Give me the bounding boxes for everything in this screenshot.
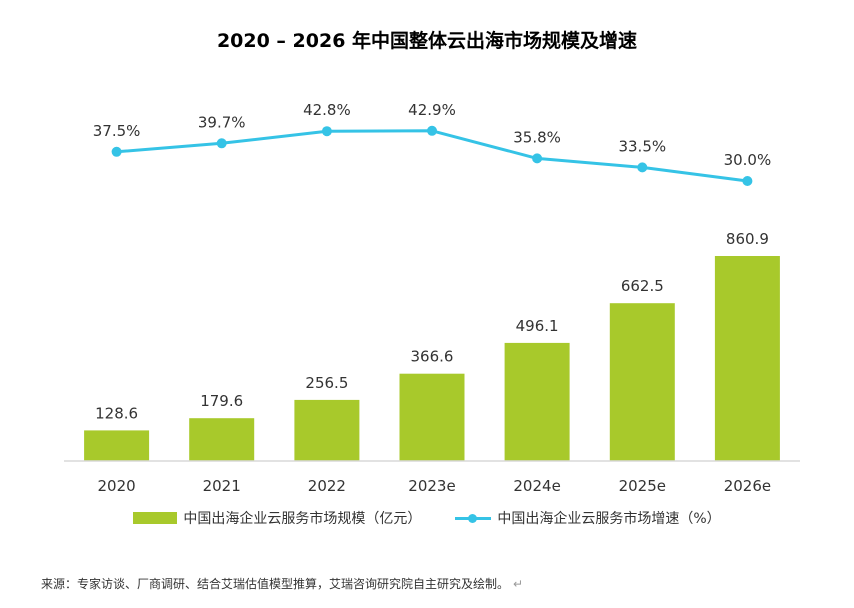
legend-bar-label: 中国出海企业云服务市场规模（亿元） [183, 511, 422, 527]
x-tick-label-2020: 2020 [98, 477, 136, 495]
x-tick-label-2022: 2022 [308, 477, 346, 495]
legend-line-label: 中国出海企业云服务市场增速（%） [497, 511, 721, 527]
bar-value-label-2024e: 496.1 [516, 317, 559, 335]
bar-2023e [399, 373, 465, 461]
bars-layer: 128.6 179.6 256.5 366.6 496.1 662.5 860.9 [84, 230, 780, 461]
bar-value-label-2020: 128.6 [95, 404, 138, 422]
chart-title: 2020 – 2026 年中国整体云出海市场规模及增速 [216, 30, 638, 52]
bar-2025e [609, 303, 675, 461]
x-tick-label-2021: 2021 [203, 477, 241, 495]
growth-point-2024e [532, 153, 543, 164]
growth-point-2026e [742, 176, 753, 186]
growth-value-label-2026e: 30.0% [724, 151, 772, 169]
bar-value-label-2021: 179.6 [200, 392, 243, 410]
growth-point-2022 [321, 126, 332, 137]
growth-value-label-2022: 42.8% [303, 101, 351, 119]
growth-value-label-2025e: 33.5% [618, 137, 666, 155]
bar-2020 [84, 430, 150, 461]
growth-point-2025e [637, 162, 648, 173]
bar-value-label-2023e: 366.6 [411, 348, 454, 366]
source-note-text: 来源：专家访谈、厂商调研、结合艾瑞估值模型推算，艾瑞咨询研究院自主研究及绘制。 [41, 577, 510, 591]
growth-point-2020 [111, 146, 122, 157]
bar-value-label-2026e: 860.9 [726, 230, 769, 248]
bar-2024e [504, 342, 570, 461]
growth-value-label-2021: 39.7% [198, 113, 246, 131]
x-tick-label-2024e: 2024e [513, 477, 560, 495]
return-mark: ↵ [513, 577, 524, 591]
bar-value-label-2022: 256.5 [305, 374, 348, 392]
bar-2026e [714, 256, 780, 461]
bar-2021 [189, 418, 255, 461]
growth-value-label-2024e: 35.8% [513, 128, 561, 146]
source-note: 来源：专家访谈、厂商调研、结合艾瑞估值模型推算，艾瑞咨询研究院自主研究及绘制。 ↵ [41, 575, 523, 592]
bar-value-label-2025e: 662.5 [621, 277, 664, 295]
x-tick-label-2026e: 2026e [724, 477, 771, 495]
ticks-layer: 2020 2021 2022 2023e 2024e 2025e 2026e [98, 477, 772, 495]
growth-point-2021 [216, 138, 227, 149]
growth-value-label-2020: 37.5% [93, 122, 141, 140]
legend-bar-swatch [133, 512, 178, 524]
legend: 中国出海企业云服务市场规模（亿元） 中国出海企业云服务市场增速（%） [0, 508, 854, 528]
line-layer: 37.5% 39.7% 42.8% 42.9% 35.8% 33.5% 30.0% [93, 101, 771, 186]
x-tick-label-2025e: 2025e [619, 477, 666, 495]
bar-2022 [294, 399, 360, 461]
legend-item-bar: 中国出海企业云服务市场规模（亿元） [133, 508, 421, 528]
legend-line-swatch [455, 512, 492, 524]
x-tick-label-2023e: 2023e [408, 477, 455, 495]
legend-item-line: 中国出海企业云服务市场增速（%） [455, 508, 721, 528]
growth-value-label-2023e: 42.9% [408, 101, 456, 119]
growth-point-2023e [427, 125, 437, 136]
